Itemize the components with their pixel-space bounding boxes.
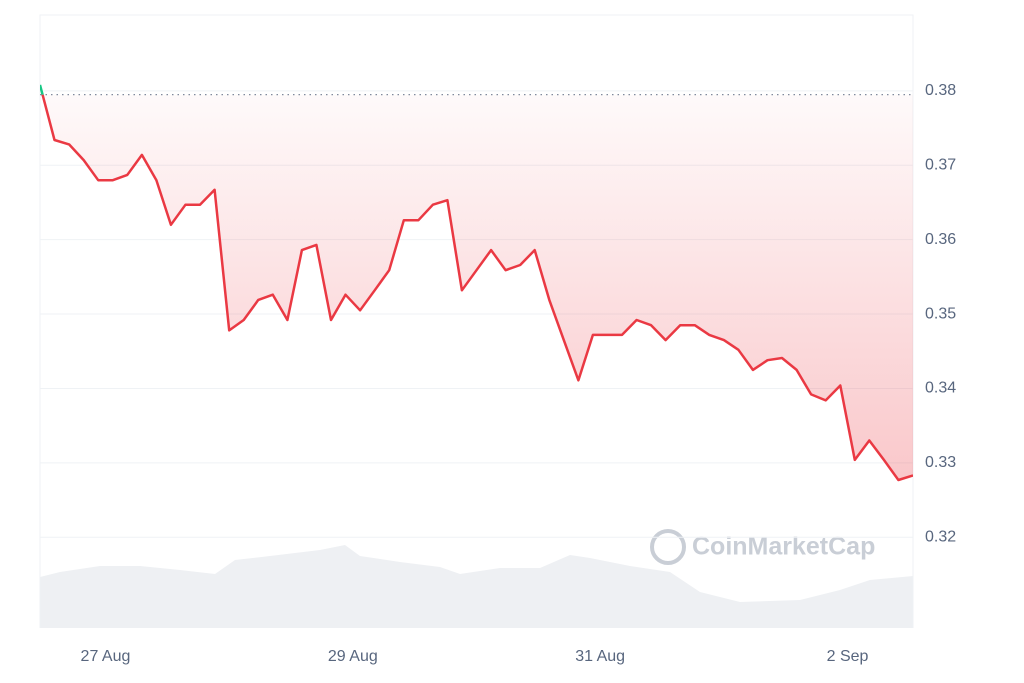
y-tick-label: 0.38 [925, 82, 956, 99]
x-tick-label: 27 Aug [81, 648, 131, 665]
watermark-logo [650, 529, 686, 565]
y-tick-label: 0.35 [925, 305, 956, 322]
volume-area [40, 545, 913, 628]
x-tick-label: 29 Aug [328, 648, 378, 665]
x-tick-label: 31 Aug [575, 648, 625, 665]
watermark: CoinMarketCap [650, 529, 875, 565]
y-tick-label: 0.34 [925, 380, 956, 397]
x-tick-label: 2 Sep [827, 648, 869, 665]
y-tick-label: 0.37 [925, 156, 956, 173]
y-tick-label: 0.36 [925, 231, 956, 248]
price-line [41, 94, 913, 482]
y-tick-label: 0.33 [925, 454, 956, 471]
area-fill [42, 94, 913, 480]
y-tick-label: 0.32 [925, 528, 956, 545]
